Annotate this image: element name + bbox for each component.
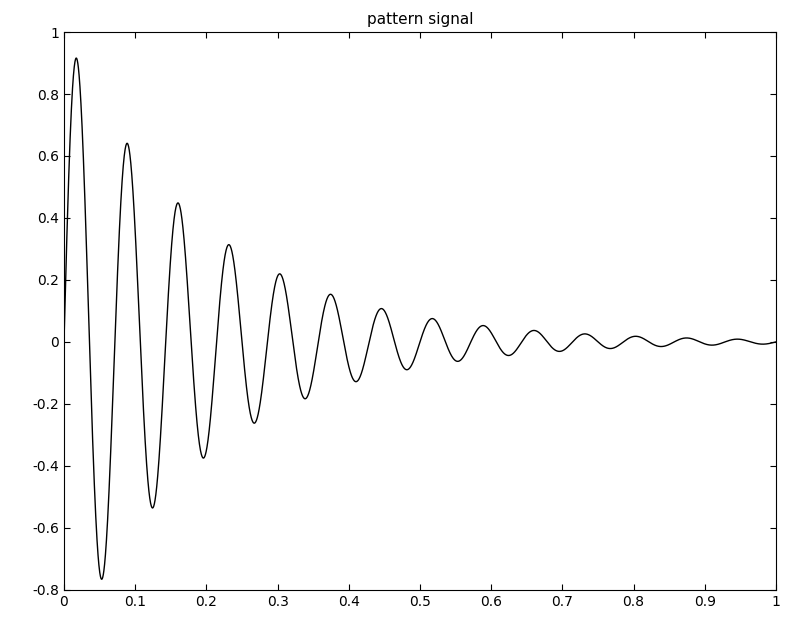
Title: pattern signal: pattern signal [366,12,474,27]
